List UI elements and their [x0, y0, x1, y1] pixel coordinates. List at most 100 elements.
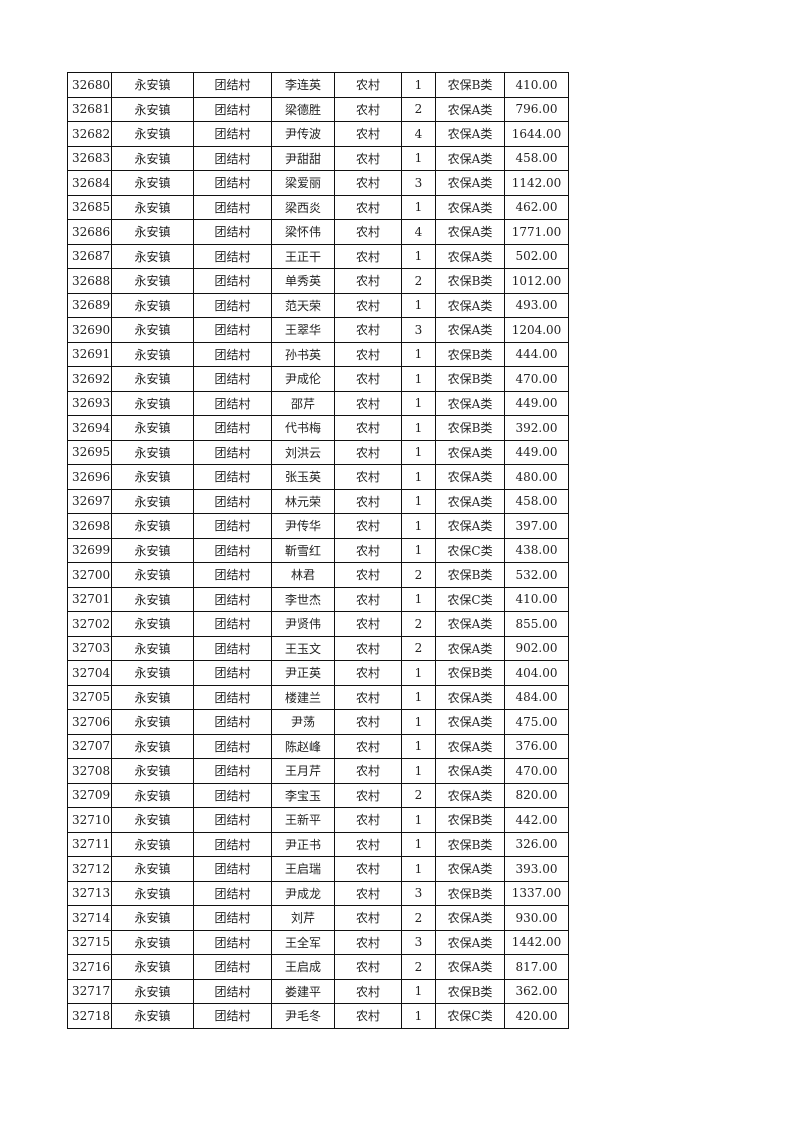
cell-village: 团结村	[193, 733, 272, 759]
table-row: 32710 永安镇 团结村 王新平 农村 1 农保B类 442.00	[67, 807, 569, 833]
cell-household-type: 农村	[334, 929, 402, 955]
cell-amount: 1012.00	[504, 268, 569, 294]
cell-record-id: 32681	[67, 96, 112, 122]
cell-insurance-class: 农保B类	[435, 807, 505, 833]
cell-amount: 449.00	[504, 390, 569, 416]
cell-record-id: 32685	[67, 194, 112, 220]
cell-name: 单秀英	[271, 268, 335, 294]
cell-name: 王新平	[271, 807, 335, 833]
cell-name: 林君	[271, 562, 335, 588]
cell-member-count: 2	[401, 96, 436, 122]
cell-village: 团结村	[193, 292, 272, 318]
cell-record-id: 32706	[67, 709, 112, 735]
cell-household-type: 农村	[334, 513, 402, 539]
cell-amount: 930.00	[504, 905, 569, 931]
cell-insurance-class: 农保A类	[435, 170, 505, 196]
cell-village: 团结村	[193, 611, 272, 637]
cell-amount: 462.00	[504, 194, 569, 220]
cell-name: 尹毛冬	[271, 1003, 335, 1029]
cell-village: 团结村	[193, 366, 272, 392]
cell-member-count: 3	[401, 317, 436, 343]
cell-household-type: 农村	[334, 194, 402, 220]
table-row: 32694 永安镇 团结村 代书梅 农村 1 农保B类 392.00	[67, 415, 569, 441]
cell-household-type: 农村	[334, 807, 402, 833]
cell-town: 永安镇	[111, 905, 194, 931]
cell-village: 团结村	[193, 121, 272, 147]
cell-name: 梁怀伟	[271, 219, 335, 245]
table-row: 32690 永安镇 团结村 王翠华 农村 3 农保A类 1204.00	[67, 317, 569, 343]
cell-insurance-class: 农保A类	[435, 121, 505, 147]
cell-member-count: 1	[401, 145, 436, 171]
cell-village: 团结村	[193, 170, 272, 196]
cell-insurance-class: 农保A类	[435, 145, 505, 171]
table-row: 32696 永安镇 团结村 张玉英 农村 1 农保A类 480.00	[67, 464, 569, 490]
cell-insurance-class: 农保B类	[435, 562, 505, 588]
table-row: 32706 永安镇 团结村 尹荡 农村 1 农保A类 475.00	[67, 709, 569, 735]
cell-name: 尹贤伟	[271, 611, 335, 637]
cell-member-count: 2	[401, 635, 436, 661]
cell-village: 团结村	[193, 268, 272, 294]
table-row: 32709 永安镇 团结村 李宝玉 农村 2 农保A类 820.00	[67, 782, 569, 808]
cell-record-id: 32698	[67, 513, 112, 539]
cell-town: 永安镇	[111, 292, 194, 318]
table-row: 32712 永安镇 团结村 王启瑞 农村 1 农保A类 393.00	[67, 856, 569, 882]
cell-record-id: 32718	[67, 1003, 112, 1029]
cell-amount: 475.00	[504, 709, 569, 735]
cell-name: 尹正书	[271, 831, 335, 857]
cell-insurance-class: 农保A类	[435, 439, 505, 465]
cell-town: 永安镇	[111, 317, 194, 343]
table-row: 32703 永安镇 团结村 王玉文 农村 2 农保A类 902.00	[67, 635, 569, 661]
cell-member-count: 1	[401, 72, 436, 98]
cell-insurance-class: 农保A类	[435, 709, 505, 735]
cell-member-count: 1	[401, 194, 436, 220]
table-row: 32699 永安镇 团结村 靳雪红 农村 1 农保C类 438.00	[67, 537, 569, 563]
cell-record-id: 32711	[67, 831, 112, 857]
cell-village: 团结村	[193, 905, 272, 931]
cell-name: 邵芹	[271, 390, 335, 416]
cell-name: 李连英	[271, 72, 335, 98]
cell-town: 永安镇	[111, 807, 194, 833]
table-row: 32713 永安镇 团结村 尹成龙 农村 3 农保B类 1337.00	[67, 880, 569, 906]
cell-insurance-class: 农保A类	[435, 390, 505, 416]
cell-village: 团结村	[193, 194, 272, 220]
cell-name: 李世杰	[271, 586, 335, 612]
cell-household-type: 农村	[334, 439, 402, 465]
cell-household-type: 农村	[334, 366, 402, 392]
table-row: 32714 永安镇 团结村 刘芹 农村 2 农保A类 930.00	[67, 905, 569, 931]
cell-amount: 480.00	[504, 464, 569, 490]
cell-town: 永安镇	[111, 194, 194, 220]
cell-amount: 376.00	[504, 733, 569, 759]
cell-town: 永安镇	[111, 415, 194, 441]
cell-household-type: 农村	[334, 243, 402, 269]
cell-household-type: 农村	[334, 145, 402, 171]
cell-record-id: 32696	[67, 464, 112, 490]
cell-member-count: 1	[401, 488, 436, 514]
table-row: 32689 永安镇 团结村 范天荣 农村 1 农保A类 493.00	[67, 292, 569, 318]
cell-insurance-class: 农保B类	[435, 341, 505, 367]
cell-member-count: 3	[401, 929, 436, 955]
cell-town: 永安镇	[111, 464, 194, 490]
cell-village: 团结村	[193, 929, 272, 955]
table-row: 32704 永安镇 团结村 尹正英 农村 1 农保B类 404.00	[67, 660, 569, 686]
cell-household-type: 农村	[334, 268, 402, 294]
cell-record-id: 32715	[67, 929, 112, 955]
cell-insurance-class: 农保B类	[435, 831, 505, 857]
cell-village: 团结村	[193, 758, 272, 784]
cell-household-type: 农村	[334, 121, 402, 147]
cell-amount: 397.00	[504, 513, 569, 539]
cell-record-id: 32694	[67, 415, 112, 441]
cell-member-count: 1	[401, 341, 436, 367]
cell-insurance-class: 农保B类	[435, 660, 505, 686]
cell-household-type: 农村	[334, 856, 402, 882]
cell-village: 团结村	[193, 954, 272, 980]
cell-member-count: 1	[401, 856, 436, 882]
cell-town: 永安镇	[111, 145, 194, 171]
table-row: 32702 永安镇 团结村 尹贤伟 农村 2 农保A类 855.00	[67, 611, 569, 637]
cell-household-type: 农村	[334, 464, 402, 490]
cell-village: 团结村	[193, 537, 272, 563]
cell-member-count: 1	[401, 733, 436, 759]
cell-record-id: 32707	[67, 733, 112, 759]
cell-name: 尹荡	[271, 709, 335, 735]
cell-household-type: 农村	[334, 733, 402, 759]
cell-record-id: 32690	[67, 317, 112, 343]
